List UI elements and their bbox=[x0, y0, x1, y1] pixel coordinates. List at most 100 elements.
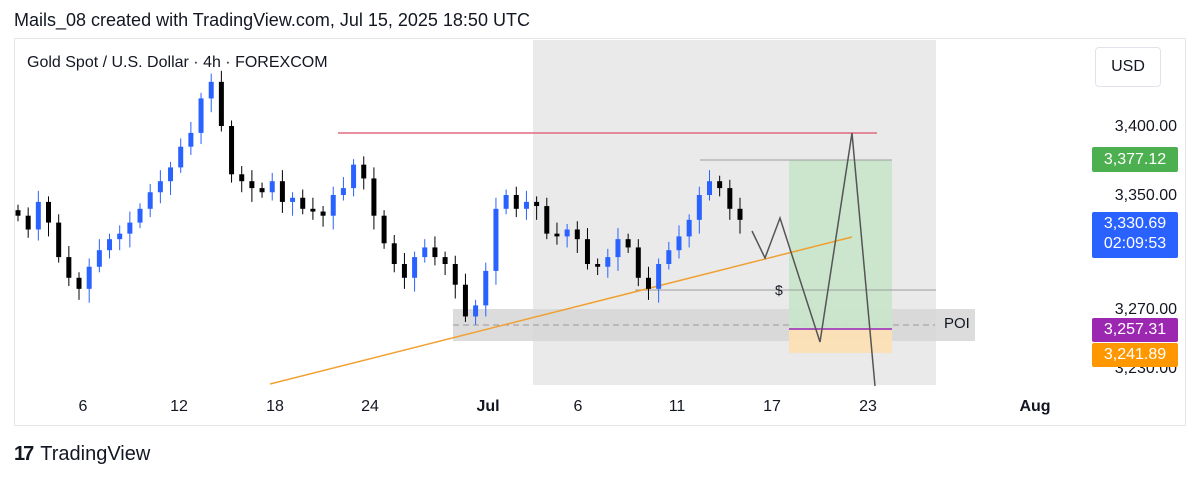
candle-bullish bbox=[340, 188, 346, 195]
candle-bearish bbox=[361, 164, 367, 179]
date-tick: 17 bbox=[763, 398, 781, 415]
candle-bearish bbox=[391, 243, 397, 264]
candle-bearish bbox=[25, 215, 31, 230]
price-tick-3400: 3,400.00 bbox=[1114, 118, 1177, 135]
candle-bearish bbox=[442, 257, 448, 264]
date-tick-month: Jul bbox=[476, 398, 500, 415]
candle-bullish bbox=[615, 239, 621, 258]
bar-countdown: 02:09:53 bbox=[1103, 235, 1167, 252]
date-tick: 6 bbox=[573, 398, 583, 415]
candle-bullish bbox=[168, 167, 174, 182]
entry-price-label: 3,257.31 bbox=[1092, 318, 1178, 342]
candle-bearish bbox=[737, 208, 743, 220]
candle-bearish bbox=[46, 201, 52, 223]
candle-bearish bbox=[513, 195, 519, 209]
candle-bullish bbox=[483, 270, 489, 306]
dollar-marker: $ bbox=[775, 282, 783, 298]
candle-bullish bbox=[676, 236, 682, 251]
candle-bearish bbox=[310, 208, 316, 212]
price-tick-3350: 3,350.00 bbox=[1114, 187, 1177, 204]
date-tick-month: Aug bbox=[1019, 398, 1051, 415]
tradingview-logo-icon: 17 bbox=[14, 443, 34, 465]
candle-bullish bbox=[564, 229, 570, 237]
date-tick: 11 bbox=[668, 398, 686, 415]
stop-price-label: 3,241.89 bbox=[1092, 343, 1178, 367]
candle-bullish bbox=[696, 195, 702, 220]
candle-bearish bbox=[66, 257, 72, 278]
candlestick-series bbox=[15, 70, 743, 325]
candle-bullish bbox=[656, 264, 662, 289]
candle-bearish bbox=[432, 247, 438, 258]
footer-brand[interactable]: 17 TradingView bbox=[14, 443, 150, 466]
candle-bearish bbox=[625, 239, 631, 248]
current-price-label: 3,330.69 02:09:53 bbox=[1092, 212, 1178, 258]
footer-brand-text: TradingView bbox=[40, 443, 151, 465]
candle-bearish bbox=[574, 229, 580, 240]
candle-bullish bbox=[686, 219, 692, 237]
current-price-value: 3,330.69 bbox=[1103, 215, 1167, 232]
candle-bearish bbox=[635, 247, 641, 278]
date-tick: 12 bbox=[170, 398, 188, 415]
candle-bullish bbox=[147, 192, 153, 209]
candle-bullish bbox=[290, 197, 296, 202]
date-tick: 18 bbox=[266, 398, 284, 415]
candle-bullish bbox=[666, 250, 672, 264]
candle-bearish bbox=[544, 206, 550, 234]
candle-bullish bbox=[107, 239, 113, 251]
candle-bullish bbox=[269, 181, 275, 193]
candle-bullish bbox=[493, 208, 499, 271]
candle-bearish bbox=[320, 211, 326, 216]
candle-bearish bbox=[595, 264, 601, 267]
candle-bullish bbox=[35, 201, 41, 230]
target-zone bbox=[789, 160, 892, 328]
candle-bullish bbox=[137, 208, 143, 223]
candle-bullish bbox=[208, 81, 214, 99]
candle-bullish bbox=[330, 195, 336, 216]
candle-bearish bbox=[717, 181, 723, 189]
candle-bullish bbox=[188, 132, 194, 147]
candle-bearish bbox=[462, 284, 468, 317]
candle-bearish bbox=[76, 277, 82, 289]
poi-label: POI bbox=[944, 315, 970, 332]
candle-bearish bbox=[645, 277, 651, 289]
candle-bearish bbox=[452, 264, 458, 285]
candle-bullish bbox=[86, 266, 92, 289]
candle-bearish bbox=[300, 197, 306, 209]
candle-bearish bbox=[381, 215, 387, 244]
candle-bullish bbox=[178, 146, 184, 168]
candle-bullish bbox=[412, 257, 418, 278]
date-tick: 6 bbox=[78, 398, 88, 415]
candle-bearish bbox=[371, 178, 377, 216]
candle-bearish bbox=[259, 188, 265, 193]
candle-bearish bbox=[401, 264, 407, 278]
chart-panel[interactable] bbox=[14, 38, 1186, 426]
candle-bearish bbox=[279, 181, 285, 202]
candle-bearish bbox=[229, 126, 235, 175]
candle-bearish bbox=[239, 174, 245, 182]
candle-bearish bbox=[727, 188, 733, 209]
candle-bullish bbox=[422, 247, 428, 258]
ascending-trendline bbox=[269, 236, 853, 385]
chart-header-title: Mails_08 created with TradingView.com, J… bbox=[14, 10, 530, 30]
symbol-label: Gold Spot / U.S. Dollar · 4h · FOREXCOM bbox=[27, 54, 328, 71]
currency-button[interactable]: USD bbox=[1095, 47, 1161, 87]
candle-bearish bbox=[218, 81, 224, 126]
candle-bullish bbox=[127, 222, 133, 234]
candle-bullish bbox=[117, 233, 123, 240]
date-tick: 24 bbox=[361, 398, 379, 415]
candle-bullish bbox=[706, 181, 712, 195]
candle-bearish bbox=[249, 181, 255, 189]
projected-path bbox=[751, 132, 876, 387]
target-price-label: 3,377.12 bbox=[1092, 147, 1178, 172]
candle-bearish bbox=[554, 233, 560, 237]
date-tick: 23 bbox=[859, 398, 877, 415]
candle-bullish bbox=[605, 257, 611, 267]
candle-bullish bbox=[523, 201, 529, 209]
candle-bearish bbox=[56, 222, 62, 258]
candle-bullish bbox=[198, 98, 204, 133]
candle-bearish bbox=[534, 201, 540, 207]
candle-bullish bbox=[473, 305, 479, 317]
candle-bullish bbox=[503, 195, 509, 209]
price-tick-3270: 3,270.00 bbox=[1114, 301, 1177, 318]
